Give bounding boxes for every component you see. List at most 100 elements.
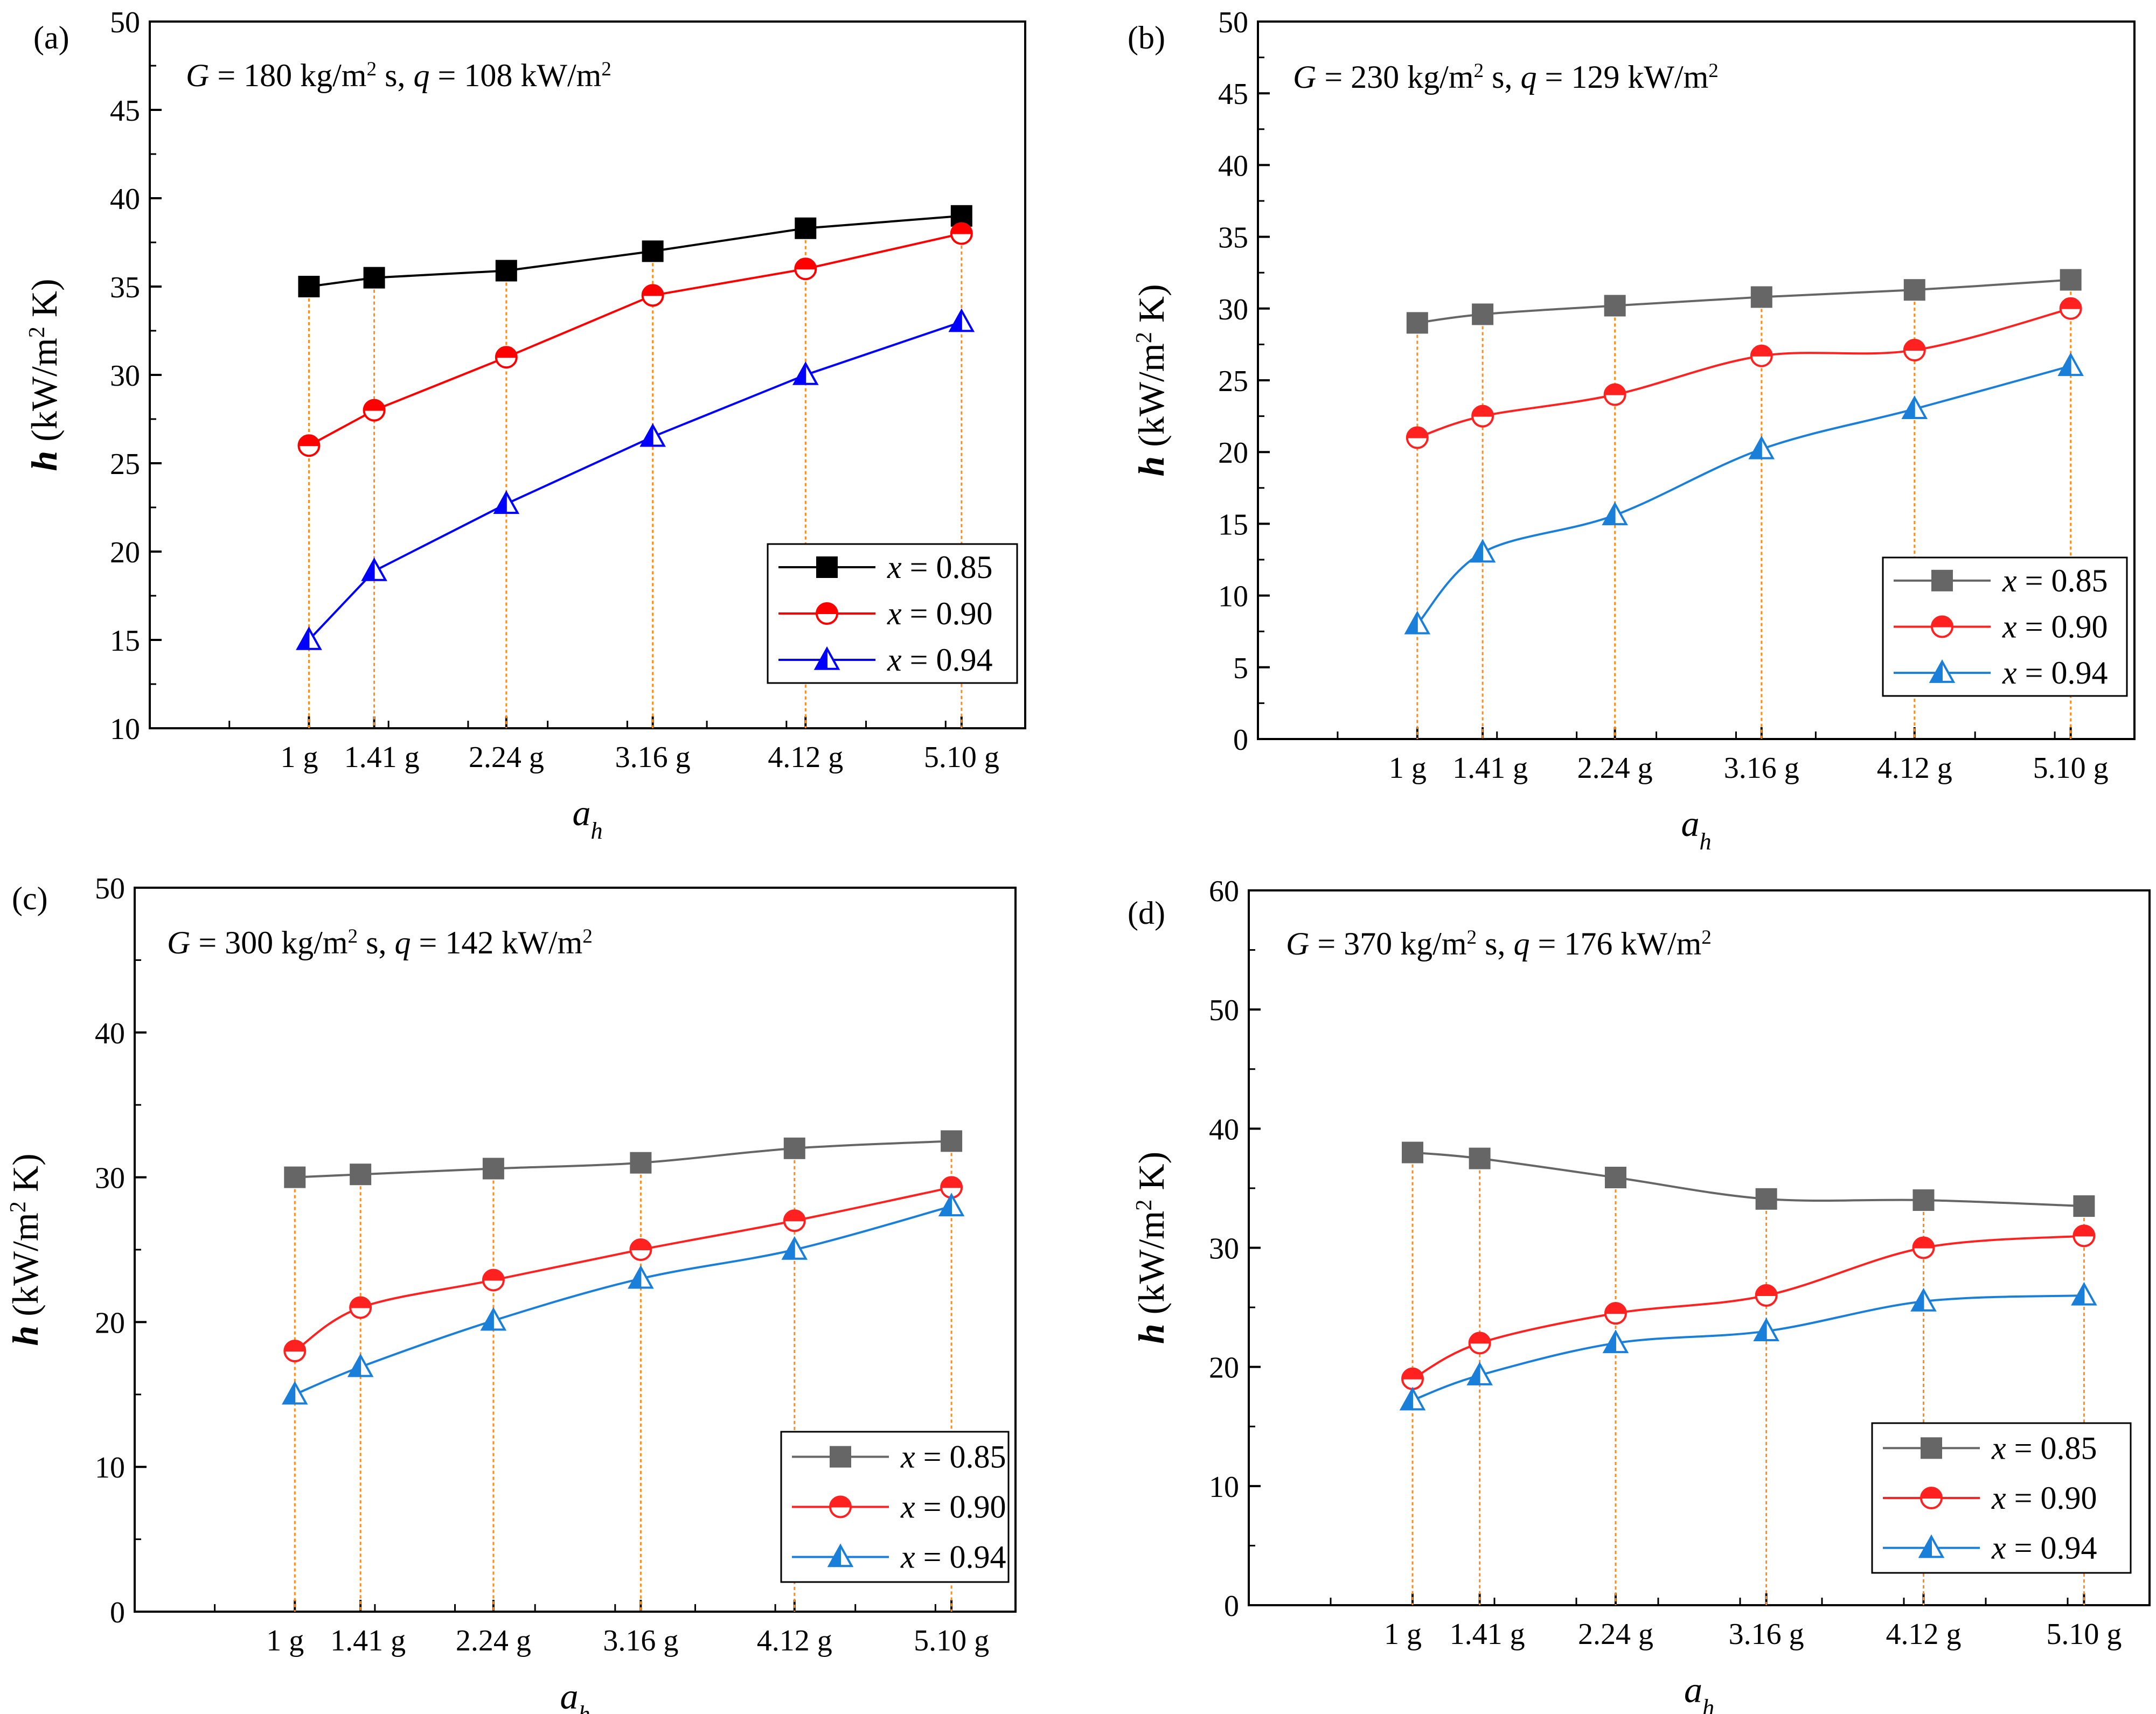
- legend: x = 0.85x = 0.90x = 0.94: [1882, 556, 2128, 697]
- annotation-segment: = 142 kW/m: [411, 925, 582, 960]
- legend-value: = 0.90: [2006, 1480, 2097, 1516]
- legend-marker: [1920, 1487, 1943, 1509]
- legend-value: = 0.94: [915, 1539, 1006, 1575]
- superscript: 2: [582, 925, 593, 947]
- x-tick-label: 5.10 g: [914, 1624, 989, 1657]
- legend-variable: x: [900, 1489, 915, 1525]
- legend-variable: x: [1991, 1480, 2006, 1516]
- x-axis-symbol: a: [1684, 1669, 1702, 1710]
- annotation-segment: = 300 kg/m: [190, 925, 347, 960]
- superscript: 2: [1474, 60, 1484, 82]
- y-axis-superscript: 2: [1131, 1200, 1157, 1211]
- legend-label: x = 0.90: [1991, 1480, 2097, 1516]
- variable-symbol: G: [1293, 59, 1316, 95]
- y-tick-label: 0: [110, 1596, 125, 1629]
- legend-marker: [1921, 1437, 1942, 1459]
- x-tick-label: 1 g: [280, 741, 318, 774]
- series-0: [1402, 1141, 2095, 1217]
- data-point: [781, 1236, 808, 1260]
- y-tick-label: 60: [1209, 875, 1239, 908]
- superscript: 2: [367, 58, 377, 80]
- x-axis-title: ah: [1681, 803, 1711, 855]
- x-axis-title: ah: [1684, 1669, 1714, 1714]
- x-tick-label: 3.16 g: [603, 1624, 678, 1657]
- y-tick-label: 20: [1218, 436, 1248, 470]
- y-tick-label: 25: [110, 448, 140, 481]
- y-axis-unit: K): [24, 278, 65, 326]
- data-point-fill: [793, 361, 806, 385]
- legend-value: = 0.90: [902, 596, 993, 631]
- data-point: [2057, 352, 2084, 377]
- y-tick-label: 50: [110, 6, 140, 39]
- legend-marker: [829, 1495, 852, 1518]
- variable-symbol: q: [394, 925, 411, 960]
- annotation-segment: = 180 kg/m: [209, 58, 366, 93]
- data-point: [641, 284, 664, 307]
- x-tick-label: 1.41 g: [330, 1624, 406, 1657]
- y-tick-label: 30: [1209, 1232, 1239, 1266]
- data-point-fill: [296, 626, 310, 650]
- data-point: [2059, 297, 2082, 320]
- data-point-fill: [298, 435, 320, 447]
- data-point: [795, 217, 817, 239]
- legend-label: x = 0.85: [900, 1439, 1006, 1475]
- data-point: [1471, 405, 1494, 428]
- data-point-fill: [2058, 352, 2071, 376]
- condition-annotation: G = 300 kg/m2 s, q = 142 kW/m2: [167, 925, 593, 960]
- legend-marker: [816, 602, 838, 625]
- data-point-fill: [630, 1239, 652, 1250]
- legend-marker-fill: [1920, 1487, 1943, 1499]
- y-tick-label: 10: [110, 713, 140, 746]
- legend-label: x = 0.85: [887, 549, 992, 585]
- legend-variable: x: [887, 642, 902, 678]
- data-point: [1755, 1284, 1778, 1307]
- annotation-segment: s,: [377, 58, 413, 93]
- legend-value: = 0.85: [915, 1439, 1006, 1475]
- x-tick-label: 2.24 g: [456, 1624, 531, 1657]
- data-point: [1755, 1188, 1777, 1210]
- y-axis-title: h (kW/m2 K): [1131, 284, 1172, 476]
- y-tick-label: 50: [95, 872, 125, 905]
- series-1: [297, 222, 973, 457]
- series-1: [283, 1176, 963, 1363]
- data-point: [1401, 1367, 1424, 1390]
- legend-variable: x: [1991, 1430, 2006, 1466]
- y-tick-label: 25: [1218, 365, 1248, 398]
- data-point-fill: [481, 1307, 494, 1330]
- data-point: [1753, 1318, 1779, 1342]
- x-tick-label: 1 g: [266, 1624, 304, 1657]
- data-point: [296, 626, 322, 650]
- legend-label: x = 0.94: [900, 1539, 1006, 1575]
- data-point: [495, 260, 517, 282]
- y-tick-label: 40: [110, 183, 140, 216]
- x-tick-label: 2.24 g: [469, 741, 544, 774]
- data-point: [792, 361, 819, 385]
- y-tick-label: 50: [1218, 6, 1248, 39]
- legend-marker: [816, 556, 838, 578]
- data-point: [1903, 339, 1926, 362]
- variable-symbol: G: [1286, 926, 1309, 961]
- legend: x = 0.85x = 0.90x = 0.94: [1871, 1422, 2132, 1574]
- series-2: [1404, 352, 2084, 635]
- data-point-fill: [1472, 405, 1494, 417]
- data-point: [363, 267, 385, 289]
- data-point: [2060, 269, 2082, 291]
- x-axis-subscript: h: [590, 818, 602, 844]
- data-point-fill: [1401, 1368, 1424, 1379]
- data-point: [1912, 1236, 1935, 1259]
- series-2: [281, 1193, 965, 1405]
- x-axis-subscript: h: [1699, 828, 1711, 855]
- data-point: [794, 257, 817, 281]
- data-point: [941, 1130, 963, 1152]
- legend-marker: [813, 646, 840, 670]
- y-axis-unit: (kW/m: [1131, 343, 1172, 456]
- legend-marker: [827, 1543, 854, 1567]
- data-point: [1903, 279, 1925, 301]
- superscript: 2: [1708, 60, 1719, 82]
- data-point: [284, 1166, 306, 1188]
- legend-variable: x: [887, 596, 902, 631]
- x-tick-label: 2.24 g: [1577, 751, 1653, 785]
- x-tick-label: 2.24 g: [1578, 1618, 1653, 1651]
- data-point-fill: [1406, 427, 1428, 438]
- data-point: [297, 434, 321, 457]
